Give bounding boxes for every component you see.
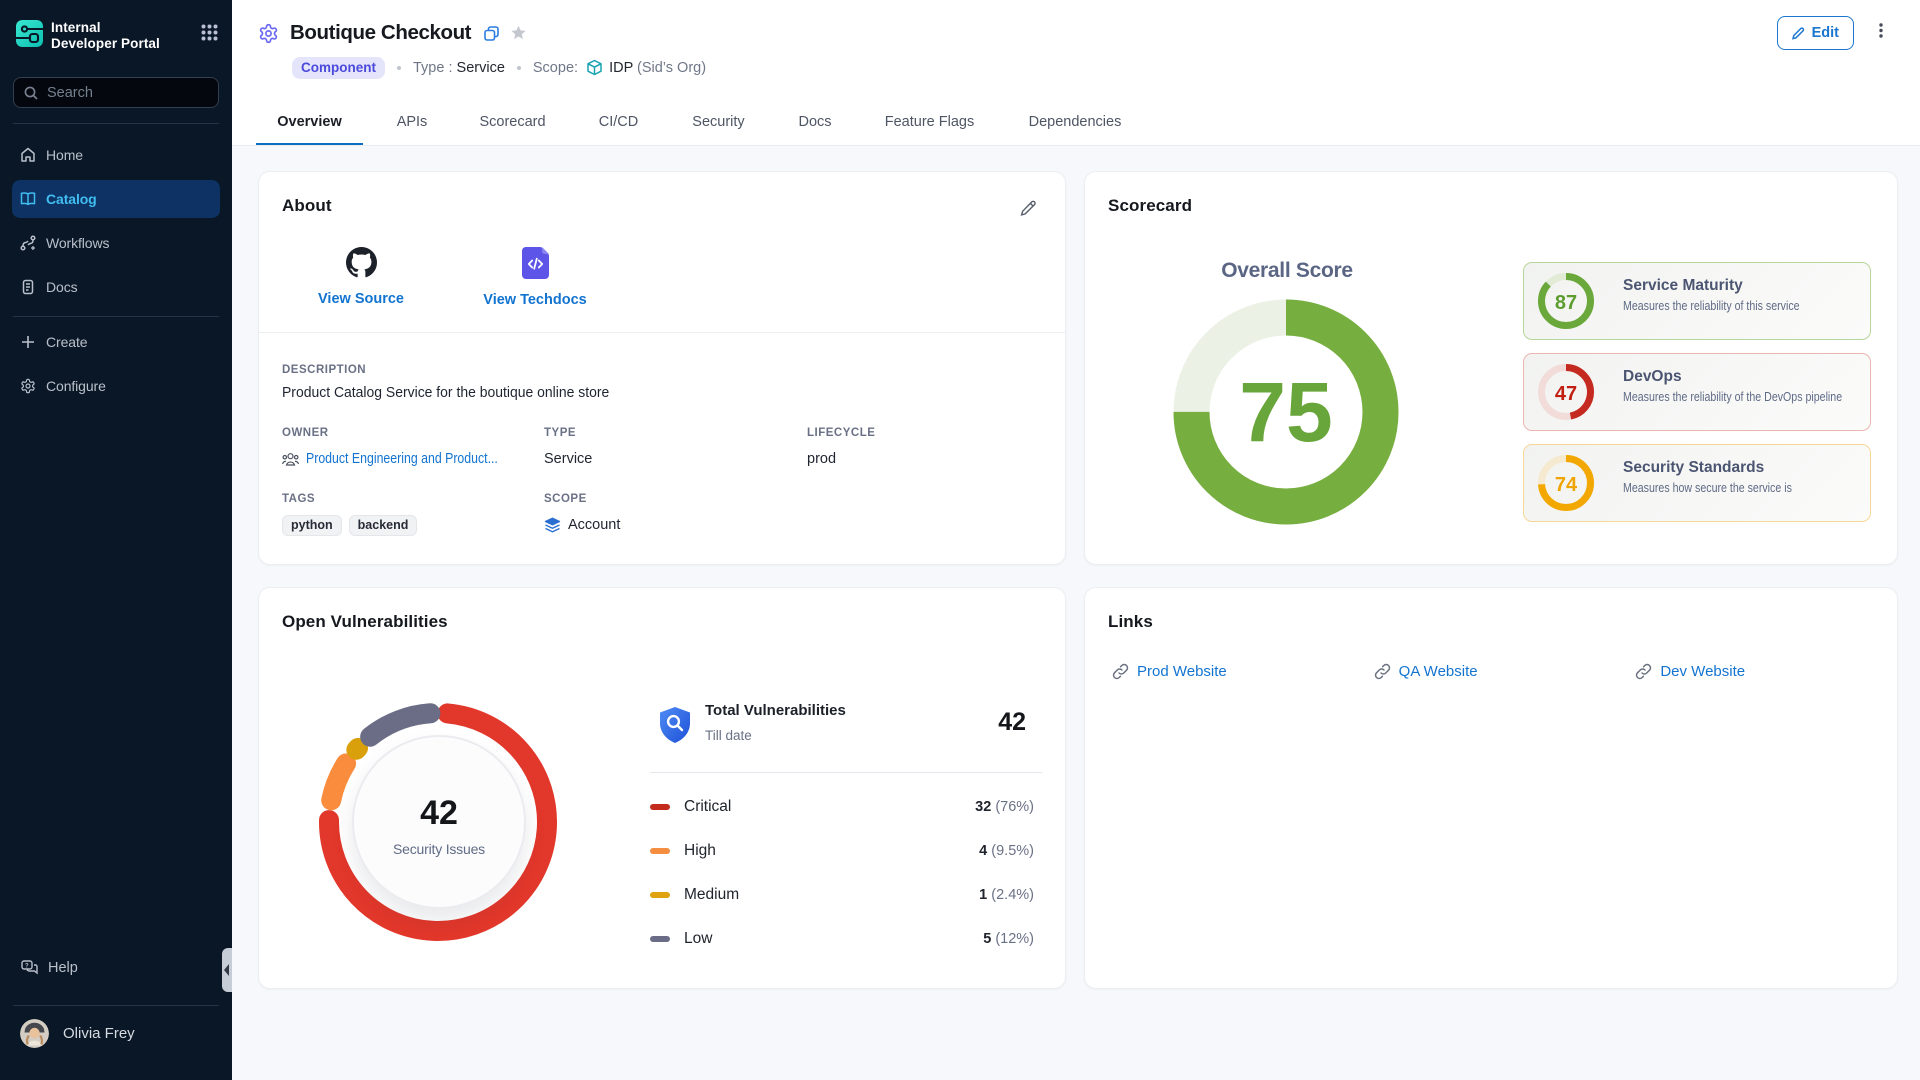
svg-text:87: 87 [1555,292,1577,314]
svg-text:?: ? [25,964,29,970]
svg-text:47: 47 [1555,383,1577,405]
svg-text:74: 74 [1555,474,1578,496]
